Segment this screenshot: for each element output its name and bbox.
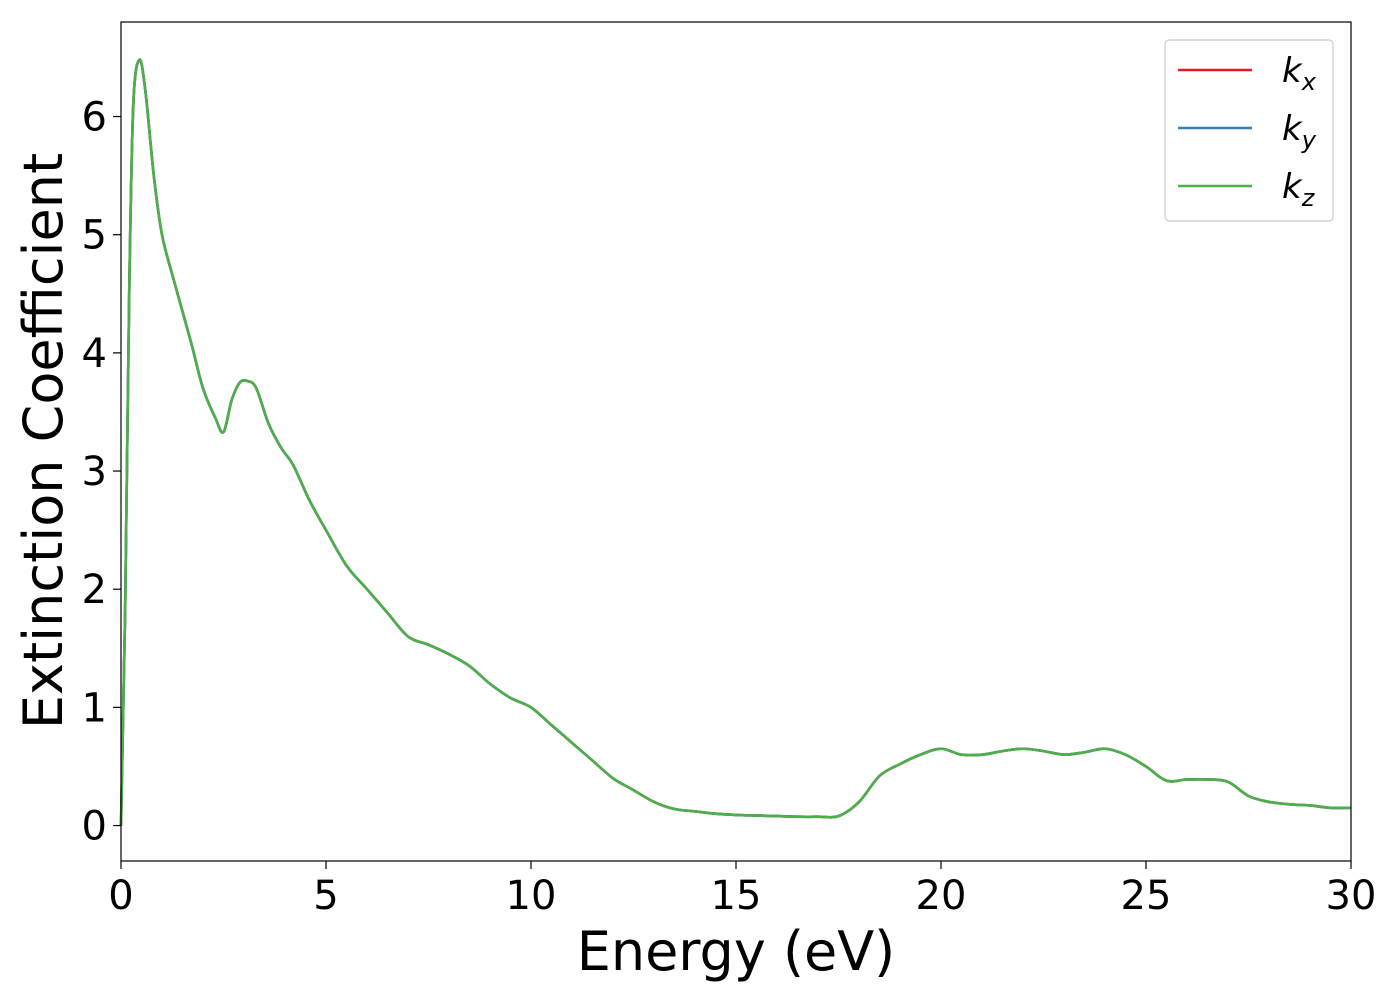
x-tick-label: 0 xyxy=(108,873,133,919)
legend-label-kz: kz xyxy=(1282,167,1316,212)
y-tick-label: 4 xyxy=(82,331,107,377)
legend-box xyxy=(1164,39,1334,222)
y-tick-label: 1 xyxy=(82,685,107,731)
x-tick-label: 15 xyxy=(711,873,762,919)
legend: kx ky kz xyxy=(1164,39,1334,222)
x-tick-label: 5 xyxy=(313,873,338,919)
y-tick-label: 5 xyxy=(82,213,107,259)
x-tick-label: 25 xyxy=(1121,873,1172,919)
y-axis: 0 1 2 3 4 5 6 xyxy=(82,95,121,850)
x-tick-label: 30 xyxy=(1326,873,1377,919)
series-layer xyxy=(119,58,1352,826)
x-tick-label: 10 xyxy=(506,873,557,919)
series-line-kz xyxy=(119,58,1352,826)
x-axis: 0 5 10 15 20 25 30 xyxy=(108,861,1376,919)
y-axis-title: Extinction Coefficient xyxy=(12,153,75,729)
y-tick-label: 2 xyxy=(82,567,107,613)
y-tick-label: 3 xyxy=(82,449,107,495)
legend-label-kx: kx xyxy=(1282,51,1317,96)
x-tick-label: 20 xyxy=(916,873,967,919)
y-tick-label: 6 xyxy=(82,95,107,141)
y-tick-label: 0 xyxy=(82,804,107,850)
legend-label-ky: ky xyxy=(1282,109,1317,154)
x-axis-title: Energy (eV) xyxy=(577,920,896,983)
